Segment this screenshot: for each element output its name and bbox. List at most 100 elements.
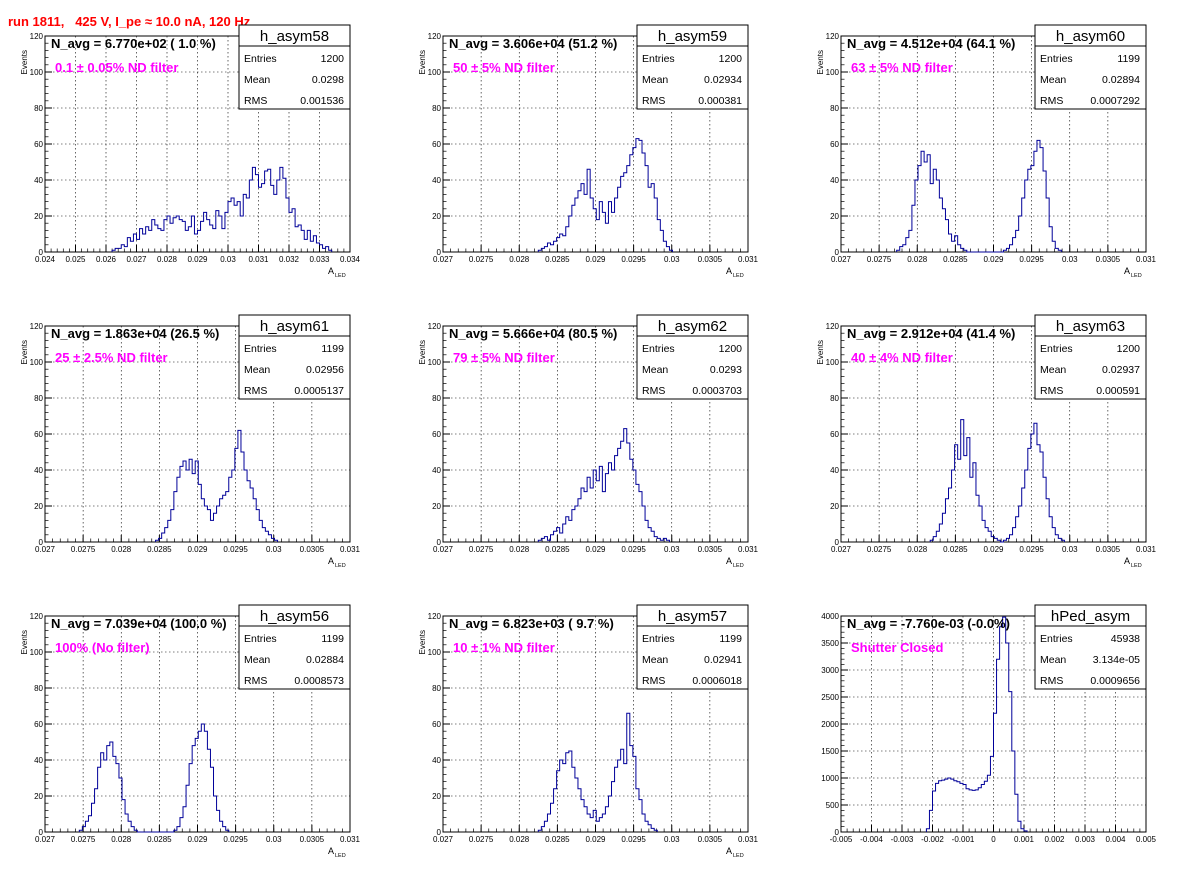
stats-value-entries: 45938 <box>1111 633 1140 645</box>
x-tick-label: 0.025 <box>65 255 86 264</box>
y-tick-label: 1500 <box>821 747 839 756</box>
y-tick-label: 100 <box>428 648 442 657</box>
stats-key-entries: Entries <box>642 53 675 65</box>
y-tick-label: 20 <box>34 212 43 221</box>
x-axis-label-sub: LED <box>733 853 744 859</box>
stats-box <box>1034 24 1147 110</box>
x-tick-label: 0.031 <box>738 255 759 264</box>
y-tick-label: 120 <box>826 322 840 331</box>
stats-key-mean: Mean <box>1040 364 1066 376</box>
y-tick-label: 20 <box>830 502 839 511</box>
y-axis-label: Events <box>20 50 29 74</box>
stats-box <box>1034 314 1147 400</box>
y-tick-label: 120 <box>428 612 442 621</box>
x-tick-label: 0.0305 <box>698 545 723 554</box>
histogram-series <box>537 138 674 252</box>
filter-label: 0.1 ± 0.05% ND filter <box>55 60 178 75</box>
histogram-name: h_asym58 <box>260 28 329 45</box>
x-tick-label: 0.031 <box>1136 255 1157 264</box>
histogram-series <box>111 166 333 252</box>
x-tick-label: 0.0305 <box>300 545 325 554</box>
stats-box <box>238 24 351 110</box>
x-tick-label: 0 <box>991 835 996 844</box>
stats-value-entries: 1200 <box>1117 343 1141 355</box>
y-tick-label: 4000 <box>821 612 839 621</box>
x-tick-label: 0.03 <box>1062 545 1078 554</box>
x-axis-label: A <box>726 266 732 276</box>
n-avg-label: N_avg = 3.606e+04 (51.2 %) <box>449 36 617 51</box>
x-tick-label: 0.032 <box>279 255 300 264</box>
x-tick-label: 0.029 <box>585 545 606 554</box>
stats-key-mean: Mean <box>1040 74 1066 86</box>
stats-value-rms: 0.0007292 <box>1090 95 1140 107</box>
stats-value-entries: 1200 <box>321 53 345 65</box>
y-tick-label: 60 <box>432 140 441 149</box>
stats-key-entries: Entries <box>244 633 277 645</box>
stats-value-entries: 1200 <box>719 53 743 65</box>
histogram-series <box>925 616 1028 832</box>
y-tick-label: 40 <box>432 466 441 475</box>
x-tick-label: 0.03 <box>220 255 236 264</box>
n-avg-label: N_avg = 6.770e+02 ( 1.0 %) <box>51 36 216 51</box>
x-tick-label: 0.0275 <box>469 255 494 264</box>
y-tick-label: 100 <box>428 68 442 77</box>
histogram-name: h_asym56 <box>260 608 329 625</box>
y-axis-label: Events <box>418 340 427 364</box>
x-tick-label: 0.028 <box>111 545 132 554</box>
stats-key-rms: RMS <box>1040 385 1063 397</box>
x-tick-label: 0.029 <box>187 835 208 844</box>
x-tick-label: 0.0275 <box>71 835 96 844</box>
stats-value-entries: 1199 <box>321 633 344 645</box>
x-tick-label: 0.004 <box>1105 835 1126 844</box>
filter-label: 79 ± 5% ND filter <box>453 350 555 365</box>
x-axis-label-sub: LED <box>1131 563 1142 569</box>
stats-value-rms: 0.0009656 <box>1090 675 1140 687</box>
stats-key-entries: Entries <box>1040 53 1073 65</box>
stats-key-mean: Mean <box>244 74 270 86</box>
x-tick-label: 0.034 <box>340 255 361 264</box>
n-avg-label: N_avg = 2.912e+04 (41.4 %) <box>847 326 1015 341</box>
stats-box <box>238 604 351 690</box>
n-avg-label: N_avg = 1.863e+04 (26.5 %) <box>51 326 219 341</box>
y-tick-label: 60 <box>432 430 441 439</box>
y-tick-label: 40 <box>34 466 43 475</box>
x-axis-label-sub: LED <box>1131 273 1142 279</box>
stats-value-entries: 1199 <box>321 343 344 355</box>
stats-value-mean: 0.02894 <box>1102 74 1140 86</box>
stats-value-rms: 0.0005137 <box>294 385 344 397</box>
y-tick-label: 0 <box>39 538 44 547</box>
x-tick-label: 0.031 <box>1136 545 1157 554</box>
stats-key-rms: RMS <box>244 95 267 107</box>
y-tick-label: 80 <box>432 104 441 113</box>
x-tick-label: 0.027 <box>126 255 147 264</box>
stats-value-entries: 1200 <box>719 343 743 355</box>
y-axis-label: Events <box>418 50 427 74</box>
y-tick-label: 60 <box>830 140 839 149</box>
histogram-name: h_asym57 <box>658 608 727 625</box>
x-axis-label-sub: LED <box>335 563 346 569</box>
stats-key-mean: Mean <box>642 654 668 666</box>
stats-value-rms: 0.001536 <box>300 95 344 107</box>
y-tick-label: 40 <box>34 176 43 185</box>
y-tick-label: 80 <box>34 104 43 113</box>
y-tick-label: 80 <box>830 394 839 403</box>
x-tick-label: 0.028 <box>509 255 530 264</box>
stats-value-mean: 0.02941 <box>704 654 742 666</box>
x-tick-label: 0.0295 <box>223 835 248 844</box>
stats-value-mean: 3.134e-05 <box>1093 654 1140 666</box>
y-tick-label: 40 <box>830 176 839 185</box>
x-tick-label: 0.027 <box>433 835 454 844</box>
y-tick-label: 20 <box>432 212 441 221</box>
y-axis-label: Events <box>816 340 825 364</box>
x-tick-label: 0.031 <box>340 835 361 844</box>
histogram-name: hPed_asym <box>1051 608 1130 625</box>
histogram-name: h_asym60 <box>1056 28 1125 45</box>
y-tick-label: 100 <box>826 358 840 367</box>
x-tick-label: 0.029 <box>585 835 606 844</box>
x-axis-label: A <box>328 266 334 276</box>
x-tick-label: 0.027 <box>35 545 56 554</box>
y-tick-label: 40 <box>432 176 441 185</box>
histogram-panel-h_asym56: 0.027 0.0275 0.028 0.0285 0.029 0.0295 0.03 0.0… <box>20 604 361 859</box>
x-axis-label: A <box>328 846 334 856</box>
histogram-series <box>537 712 658 832</box>
